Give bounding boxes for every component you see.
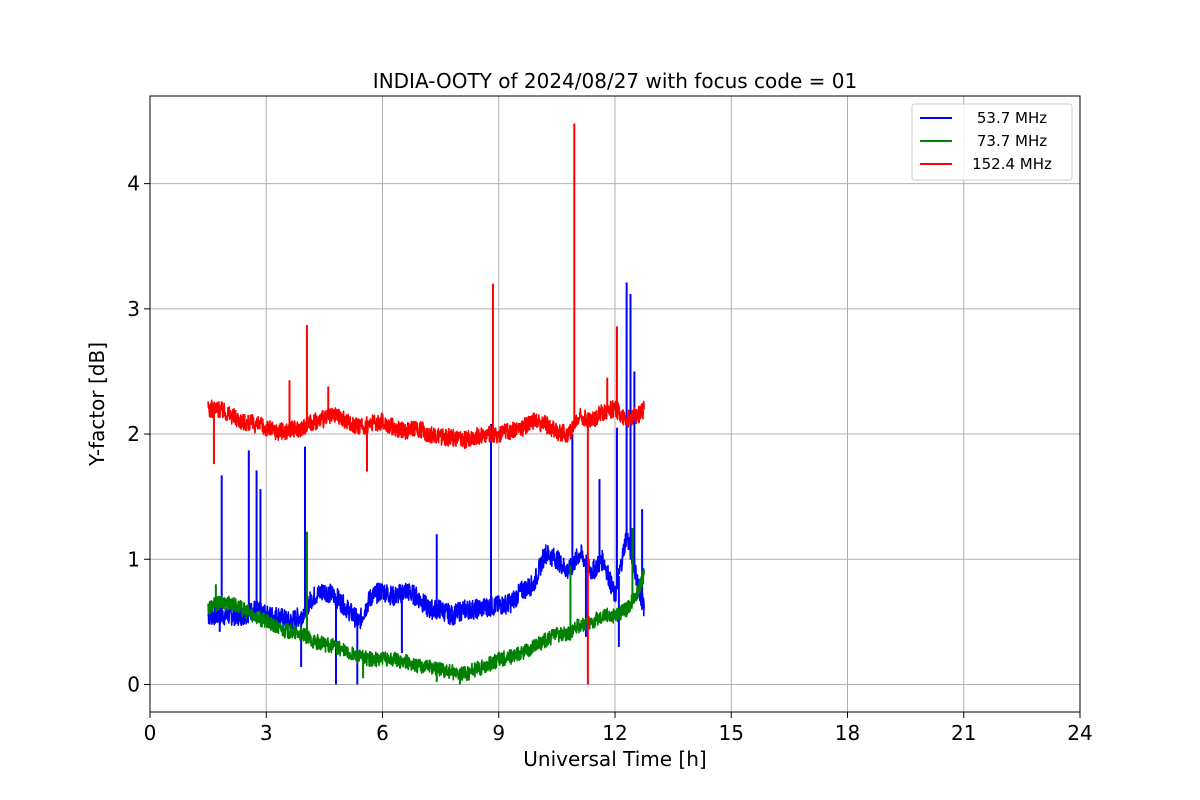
legend-label: 53.7 MHz bbox=[977, 109, 1047, 127]
x-tick-label: 6 bbox=[376, 721, 389, 745]
y-tick-label: 1 bbox=[127, 547, 140, 571]
x-tick-label: 18 bbox=[835, 721, 860, 745]
series-line-3 bbox=[207, 399, 645, 450]
series-line-2 bbox=[207, 567, 645, 682]
legend-box bbox=[911, 103, 1073, 181]
y-tick-label: 3 bbox=[127, 297, 140, 321]
x-tick-label: 0 bbox=[144, 721, 157, 745]
y-tick-label: 0 bbox=[127, 672, 140, 696]
x-tick-label: 15 bbox=[719, 721, 744, 745]
series-layer bbox=[207, 123, 645, 685]
legend-label: 73.7 MHz bbox=[977, 132, 1047, 150]
y-tick-label: 4 bbox=[127, 172, 140, 196]
y-axis-label: Y-factor [dB] bbox=[85, 342, 109, 467]
x-axis-label: Universal Time [h] bbox=[523, 747, 706, 771]
y-tick-label: 2 bbox=[127, 422, 140, 446]
legend-label: 152.4 MHz bbox=[972, 155, 1052, 173]
x-tick-label: 3 bbox=[260, 721, 273, 745]
series-line-1 bbox=[207, 528, 645, 630]
chart-title: INDIA-OOTY of 2024/08/27 with focus code… bbox=[373, 69, 857, 93]
x-tick-label: 9 bbox=[492, 721, 505, 745]
x-tick-label: 12 bbox=[602, 721, 627, 745]
legend: 53.7 MHz 73.7 MHz 152.4 MHz bbox=[911, 103, 1073, 181]
x-tick-label: 24 bbox=[1067, 721, 1092, 745]
x-tick-label: 21 bbox=[951, 721, 976, 745]
